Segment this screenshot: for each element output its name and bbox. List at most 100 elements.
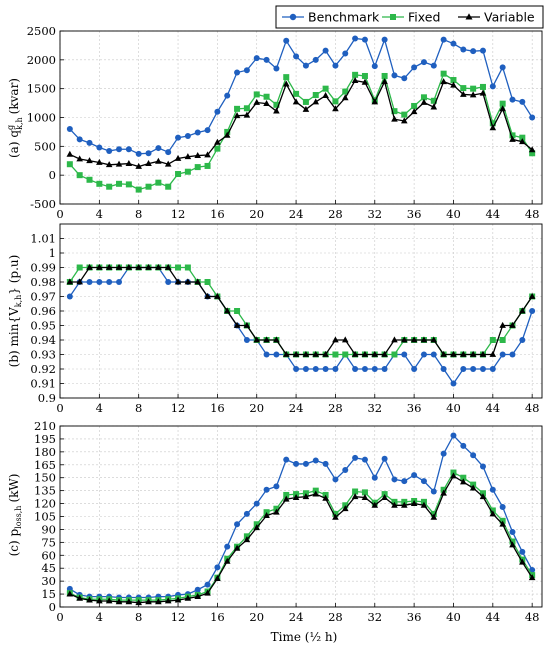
ylabel-c: (c) ploss,h (kW)	[7, 474, 23, 557]
x-tick-label: 12	[171, 401, 186, 415]
point-benchmark	[273, 65, 280, 72]
point-variable	[115, 263, 123, 270]
point-variable	[184, 153, 192, 160]
point-fixed	[283, 74, 290, 81]
point-benchmark	[263, 56, 270, 63]
point-benchmark	[322, 460, 329, 467]
point-variable	[125, 598, 133, 605]
point-fixed	[361, 489, 368, 496]
point-variable	[164, 160, 172, 167]
point-variable	[223, 307, 231, 314]
point-fixed	[243, 105, 250, 112]
point-variable	[332, 336, 339, 343]
point-variable	[391, 501, 398, 508]
point-variable	[440, 350, 447, 357]
x-tick-label: 8	[135, 610, 142, 624]
point-benchmark	[381, 36, 388, 43]
point-fixed	[479, 83, 486, 90]
x-tick-label: 4	[96, 610, 103, 624]
y-tick-label: 2500	[27, 24, 56, 38]
point-variable	[145, 263, 152, 270]
point-variable	[381, 493, 388, 500]
x-tick-label: 48	[525, 401, 540, 415]
y-tick-label: 0.9	[38, 391, 56, 405]
point-benchmark	[430, 351, 437, 358]
point-benchmark	[332, 476, 339, 483]
x-tick-label: 4	[96, 207, 103, 221]
point-variable	[86, 263, 93, 270]
point-variable	[194, 151, 202, 158]
point-benchmark	[470, 366, 477, 372]
point-variable	[204, 151, 211, 158]
point-benchmark	[293, 366, 300, 372]
point-benchmark	[420, 59, 427, 66]
point-fixed	[175, 171, 182, 178]
point-variable	[479, 350, 487, 357]
y-tick-label: 0.93	[30, 348, 56, 362]
ylabel-b-sub: k,h	[14, 295, 23, 308]
panel-b-min-voltage: 0 4 8 12 16 20 24 28 32 36 40 44 480.90.910.920.930.…	[30, 223, 543, 415]
point-benchmark	[401, 351, 408, 358]
x-tick-label: 24	[289, 610, 304, 624]
point-benchmark	[106, 279, 113, 285]
point-variable	[381, 350, 388, 357]
point-variable	[174, 596, 182, 603]
point-benchmark	[371, 474, 378, 481]
point-variable	[312, 350, 320, 357]
point-fixed	[470, 85, 477, 92]
legend-marker-variable	[465, 13, 473, 20]
point-fixed	[440, 70, 447, 77]
point-variable	[341, 94, 349, 101]
point-variable	[519, 138, 526, 145]
point-variable	[263, 512, 270, 519]
point-benchmark	[234, 521, 241, 528]
point-fixed	[342, 351, 349, 358]
point-benchmark	[66, 293, 73, 300]
point-variable	[273, 336, 280, 343]
point-variable	[430, 336, 438, 343]
point-benchmark	[361, 366, 368, 372]
point-variable	[135, 162, 142, 169]
point-fixed	[460, 474, 467, 481]
point-benchmark	[529, 308, 536, 314]
point-fixed	[76, 264, 83, 271]
point-fixed	[283, 491, 290, 498]
point-fixed	[420, 94, 427, 101]
panel-a-reactive-power: 0 4 8 12 16 20 24 28 32 36 40 44 48-5000500100015002…	[27, 24, 543, 221]
y-tick-label: 0.95	[30, 319, 56, 333]
point-fixed	[155, 179, 162, 186]
x-tick-label: 20	[249, 610, 264, 624]
point-benchmark	[234, 69, 241, 76]
point-benchmark	[106, 147, 113, 154]
point-benchmark	[361, 456, 368, 463]
point-benchmark	[263, 351, 270, 358]
point-variable	[243, 321, 251, 328]
ylabel-b: (b) min{Vk,h} (p.u)	[7, 255, 23, 368]
ylabel-a-unit: (kvar)	[7, 78, 21, 114]
point-benchmark	[489, 486, 496, 493]
ylabel-a-sup: g	[6, 125, 15, 130]
point-variable	[135, 599, 142, 606]
point-variable	[282, 350, 290, 357]
point-fixed	[352, 71, 359, 78]
ylabel-c-main: (c) p	[7, 529, 21, 557]
point-benchmark	[411, 472, 418, 479]
legend-item-fixed: Fixed	[382, 10, 440, 25]
point-fixed	[184, 168, 191, 175]
point-benchmark	[273, 351, 280, 358]
point-benchmark	[381, 366, 388, 372]
point-benchmark	[194, 129, 201, 136]
point-variable	[469, 350, 477, 357]
point-benchmark	[361, 36, 368, 43]
point-variable	[164, 263, 172, 270]
point-benchmark	[460, 442, 467, 449]
point-variable	[105, 263, 113, 270]
point-fixed	[332, 98, 339, 105]
y-tick-label: 0.97	[30, 290, 56, 304]
point-variable	[125, 263, 133, 270]
point-benchmark	[86, 139, 93, 146]
point-fixed	[273, 101, 280, 108]
point-variable	[233, 544, 241, 551]
point-variable	[361, 78, 369, 85]
point-variable	[528, 574, 536, 581]
